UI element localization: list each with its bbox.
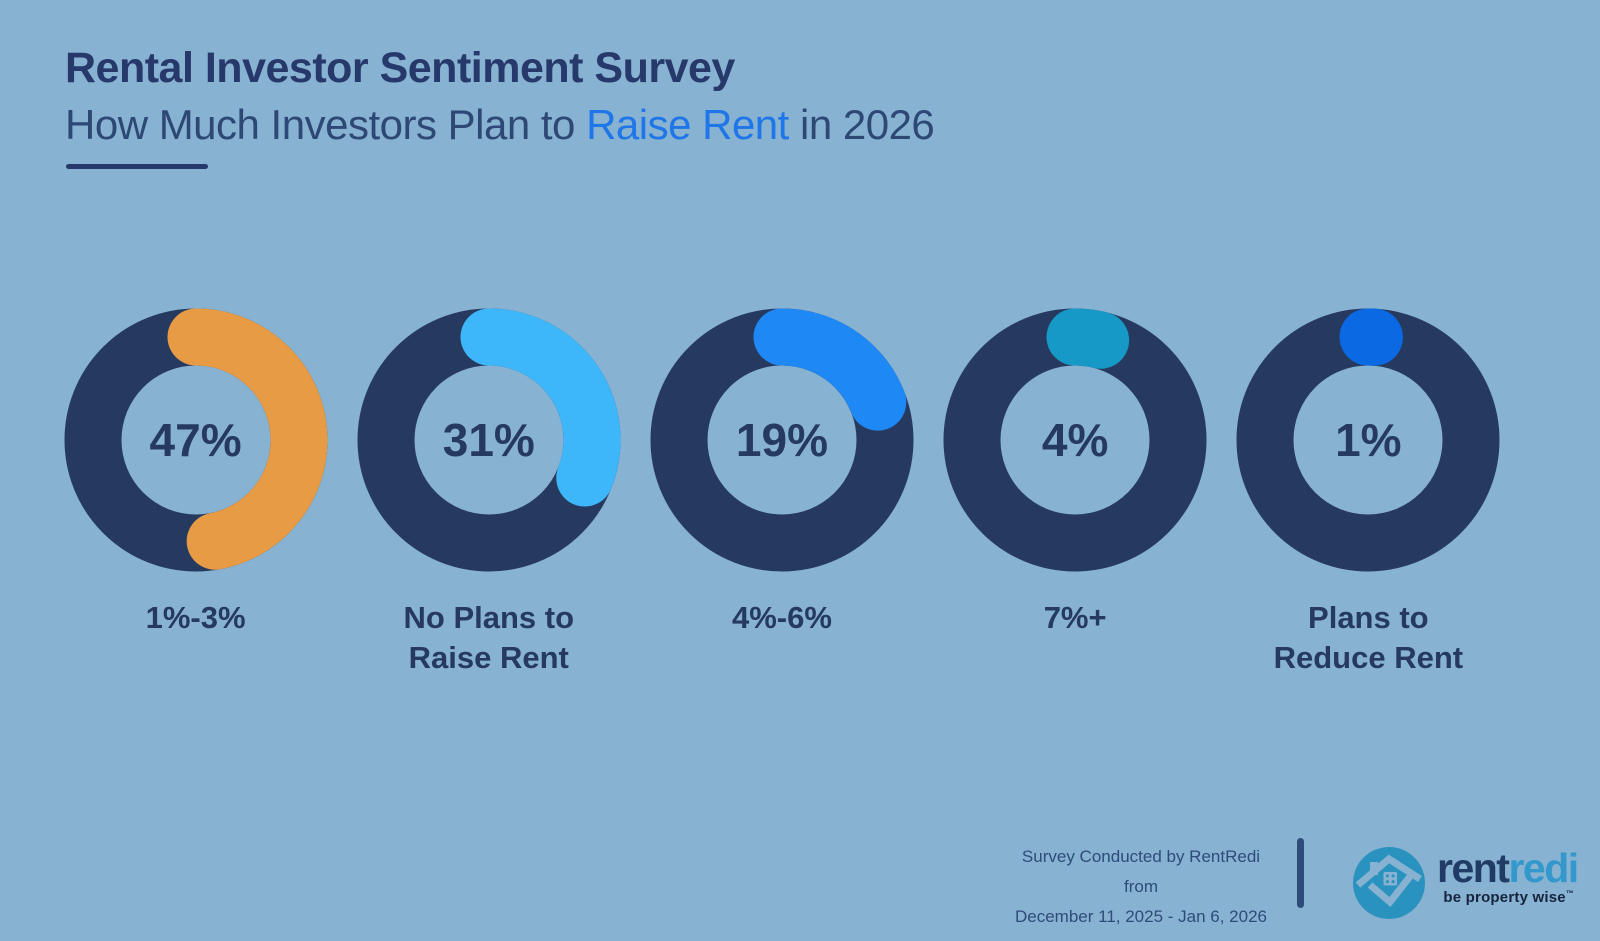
subtitle-suffix: in 2026: [788, 101, 935, 148]
donut-arc: [1236, 308, 1500, 572]
wordmark-redi: redi: [1508, 845, 1579, 891]
donut-chart: 19% 4%-6%: [635, 308, 928, 678]
wordmark-rent: rent: [1437, 845, 1510, 891]
logo-window: [1383, 872, 1397, 886]
donut-graphic: 1%: [1236, 308, 1500, 572]
donut-arc: [64, 308, 328, 572]
donut-graphic: 47%: [64, 308, 328, 572]
donut-row: 47% 1%-3% 31% No Plans to Raise Rent 19% …: [49, 308, 1515, 678]
survey-source-note: Survey Conducted by RentRedi from Decemb…: [1008, 842, 1274, 932]
donut-percent-value: 19%: [735, 414, 828, 466]
donut-arc: [943, 308, 1207, 572]
logo-window-pane: [1385, 880, 1389, 884]
donut-graphic: 4%: [943, 308, 1207, 572]
subtitle-prefix: How Much Investors Plan to: [65, 101, 587, 148]
donut-chart: 47% 1%-3%: [49, 308, 342, 678]
logo-window-pane: [1391, 874, 1395, 878]
donut-svg: [1236, 308, 1500, 572]
footer-divider: [1297, 838, 1304, 908]
survey-source-line2: December 11, 2025 - Jan 6, 2026: [1014, 907, 1267, 926]
rentredi-wordmark: rentredi: [1437, 845, 1579, 891]
logo-check: [1367, 871, 1415, 908]
donut-graphic: 19%: [650, 308, 914, 572]
donut-category-label: 1%-3%: [145, 600, 246, 635]
donut-percent-value: 47%: [149, 414, 242, 466]
survey-source-line1: Survey Conducted by RentRedi from: [1021, 847, 1261, 896]
donut-chart: 4% 7%+: [929, 308, 1222, 678]
donut-graphic: 31%: [357, 308, 621, 572]
donut-arc: [357, 308, 621, 572]
page-title: Rental Investor Sentiment Survey: [65, 44, 735, 92]
donut-category-label: No Plans to Raise Rent: [403, 600, 575, 675]
tagline-trademark: ™: [1565, 889, 1574, 898]
donut-category-label: 4%-6%: [732, 600, 832, 635]
donut-percent-value: 31%: [442, 414, 535, 466]
donut-percent-value: 1%: [1335, 414, 1402, 466]
subtitle-highlight: Raise Rent: [586, 101, 789, 148]
donut-percent-value: 4%: [1041, 414, 1109, 466]
logo-window-pane: [1385, 874, 1389, 878]
page-subtitle: How Much Investors Plan to Raise Rent in…: [65, 101, 935, 149]
rentredi-tagline: be property wise™: [1437, 889, 1574, 906]
logo-window-pane: [1391, 880, 1395, 884]
donut-svg: [943, 308, 1207, 572]
donut-svg: [357, 308, 621, 572]
donut-svg: [64, 308, 328, 572]
donut-chart: 1% Plans to Reduce Rent: [1222, 308, 1515, 678]
rentredi-logo-icon: [1353, 847, 1425, 919]
donut-category-label: Plans to Reduce Rent: [1273, 600, 1464, 675]
donut-category-label: 7%+: [1043, 600, 1107, 635]
donut-arc: [650, 308, 914, 572]
donut-chart: 31% No Plans to Raise Rent: [342, 308, 635, 678]
title-underline: [66, 164, 208, 169]
donut-svg: [650, 308, 914, 572]
tagline-text: be property wise: [1443, 889, 1566, 906]
